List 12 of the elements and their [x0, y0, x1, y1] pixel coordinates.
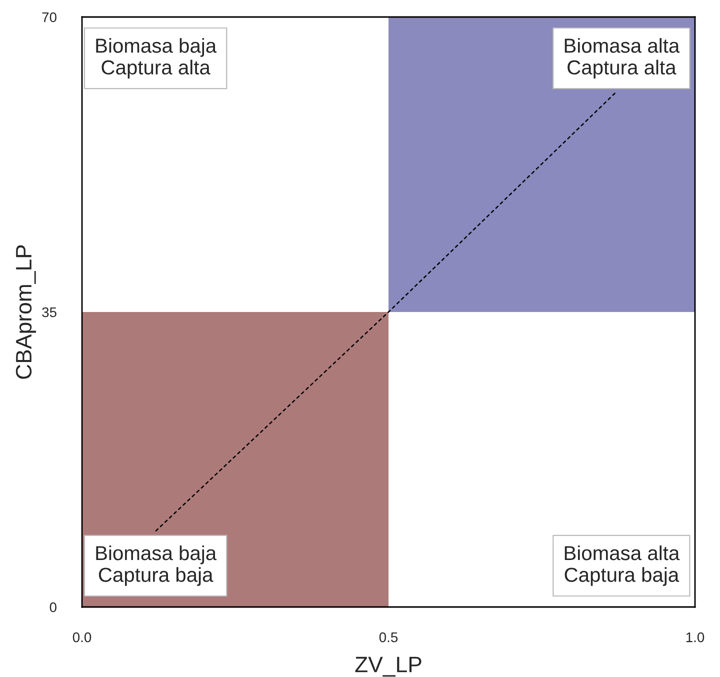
x-tick-label: 1.0	[686, 632, 704, 642]
annotation: Biomasa baja Captura alta	[96, 38, 217, 79]
annotation: Biomasa alta Captura baja	[564, 545, 680, 586]
y-tick-label: 70	[42, 12, 56, 22]
y-axis-title: CBAprom_LP	[16, 245, 36, 379]
x-axis-title: ZV_LP	[355, 656, 422, 677]
y-tick-label: 0	[50, 602, 56, 612]
y-tick-label: 35	[42, 307, 56, 318]
annotation: Biomasa baja Captura baja	[96, 545, 217, 586]
x-tick-label: 0.5	[379, 632, 398, 642]
annotation: Biomasa alta Captura alta	[564, 38, 680, 79]
x-tick-label: 0.0	[72, 632, 92, 642]
